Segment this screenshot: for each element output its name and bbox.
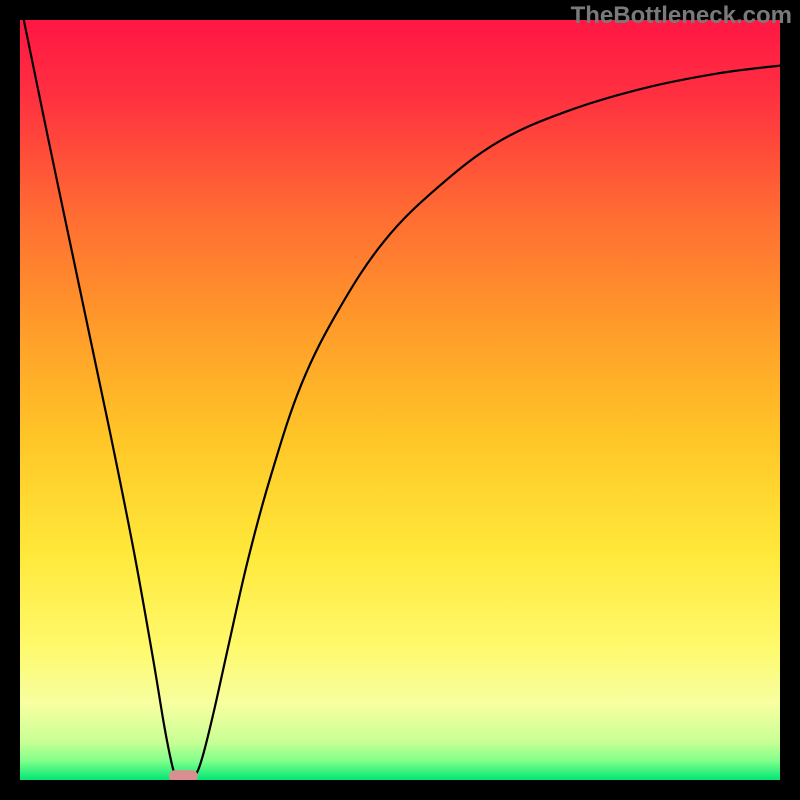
plot-area [20, 20, 780, 780]
gradient-background [20, 20, 780, 780]
watermark-text: TheBottleneck.com [571, 2, 792, 30]
chart-svg [20, 20, 780, 780]
chart-container: TheBottleneck.com [0, 0, 800, 800]
minimum-marker [169, 770, 198, 780]
